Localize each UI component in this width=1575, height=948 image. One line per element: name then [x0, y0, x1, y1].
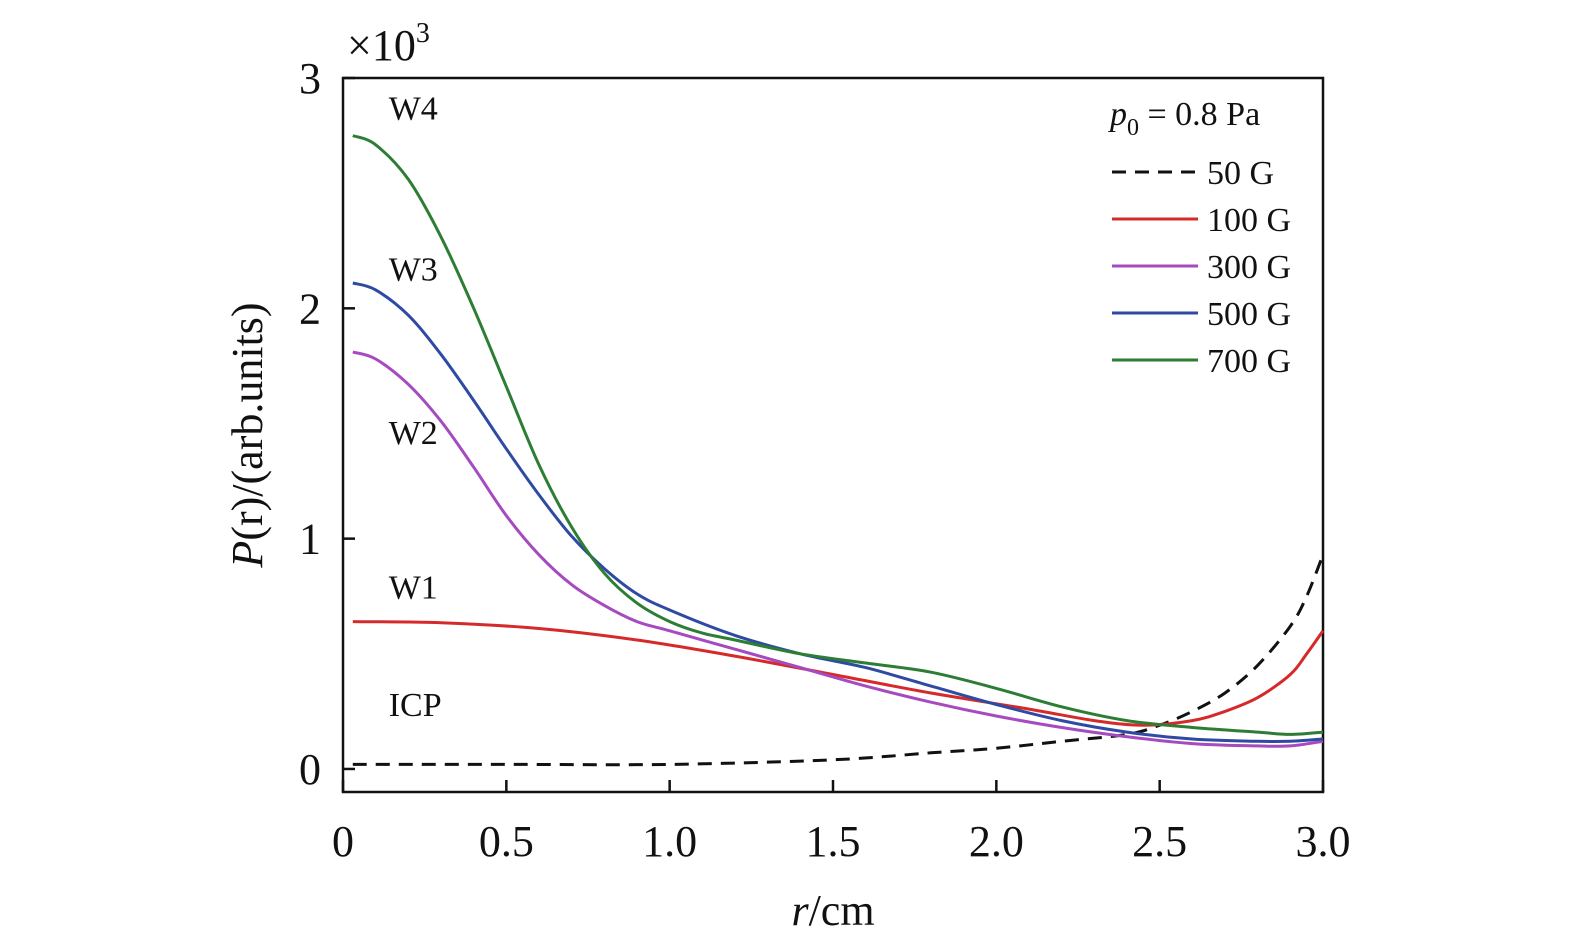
- curve-annotation: W3: [389, 252, 438, 289]
- y-axis-label-rest: (r)/(arb.units): [223, 302, 272, 540]
- series-lines: [352, 134, 1325, 767]
- y-multiplier: ×103: [347, 18, 430, 70]
- y-tick-label: 0: [299, 745, 321, 794]
- curve-annotation: ICP: [389, 687, 442, 724]
- curve-annotation: W2: [389, 415, 438, 452]
- series-line-500g: [352, 281, 1324, 744]
- legend-title: p0 = 0.8 Pa: [1108, 96, 1260, 141]
- y-tick-label: 1: [299, 515, 321, 564]
- legend: p0 = 0.8 Pa 50 G 100 G 300 G 500 G 700 G: [1108, 96, 1291, 380]
- series-line-300g: [352, 350, 1324, 748]
- series-line-100g: [352, 620, 1325, 727]
- legend-label: 300 G: [1207, 249, 1291, 286]
- y-axis-label: P(r)/(arb.units): [223, 302, 272, 568]
- x-tick-label: 1.0: [642, 817, 697, 866]
- x-tick-label: 0.5: [479, 817, 534, 866]
- y-multiplier-base: ×10: [347, 21, 416, 70]
- legend-label: 50 G: [1207, 155, 1274, 192]
- ticks: 0 0.5 1.0 1.5 2.0 2.5 3.0 0 1 2 3: [299, 54, 1351, 866]
- annotations: W4 W3 W2 W1 ICP: [389, 90, 442, 724]
- y-multiplier-exp: 3: [416, 18, 430, 49]
- x-tick-label: 3.0: [1296, 817, 1351, 866]
- x-tick-label: 1.5: [806, 817, 861, 866]
- plot-frame: [341, 76, 1325, 794]
- curve-annotation: W1: [389, 570, 438, 607]
- legend-label: 700 G: [1207, 343, 1291, 380]
- curve-annotation: W4: [389, 90, 438, 127]
- y-axis-label-var: P: [223, 541, 272, 569]
- x-axis-label: r/cm: [791, 886, 874, 935]
- legend-title-sub: 0: [1127, 115, 1139, 141]
- x-axis-label-var: r: [791, 886, 809, 935]
- legend-label: 100 G: [1207, 202, 1291, 239]
- series-line-700g: [352, 134, 1324, 736]
- legend-label: 500 G: [1207, 296, 1291, 333]
- legend-title-var: p: [1108, 96, 1127, 133]
- series-line-50g: [352, 554, 1325, 767]
- x-tick-label: 2.5: [1132, 817, 1187, 866]
- x-tick-label: 0: [332, 817, 354, 866]
- axes: [341, 76, 1325, 794]
- y-tick-label: 3: [299, 54, 321, 103]
- x-axis-label-unit: /cm: [809, 886, 875, 935]
- x-tick-label: 2.0: [969, 817, 1024, 866]
- y-tick-label: 2: [299, 284, 321, 333]
- legend-title-rest: = 0.8 Pa: [1139, 96, 1260, 133]
